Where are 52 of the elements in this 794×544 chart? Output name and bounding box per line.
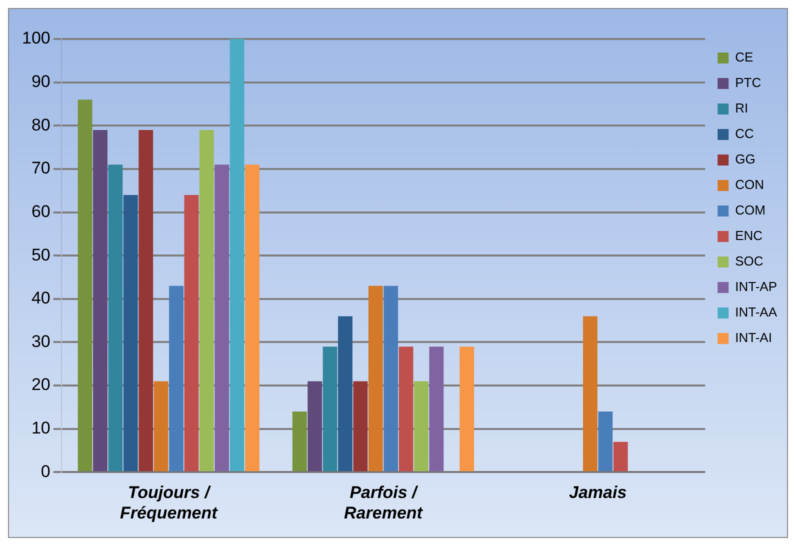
legend-label: INT-AP bbox=[735, 279, 778, 294]
y-tick-label: 50 bbox=[31, 245, 50, 264]
y-tick-label: 100 bbox=[22, 28, 50, 48]
legend-label: CON bbox=[735, 177, 764, 192]
x-tick-label: Jamais bbox=[568, 483, 627, 502]
bar bbox=[598, 412, 613, 472]
bar bbox=[368, 286, 383, 472]
bar bbox=[414, 381, 428, 472]
bar bbox=[613, 442, 628, 472]
bar bbox=[384, 286, 398, 472]
y-tick-label: 0 bbox=[40, 462, 50, 481]
bar bbox=[169, 286, 184, 472]
y-tick-label: 20 bbox=[31, 375, 50, 394]
bar bbox=[582, 316, 598, 472]
legend-label: INT-AA bbox=[735, 304, 778, 320]
bar bbox=[214, 164, 230, 472]
legend-label: INT-AI bbox=[735, 330, 772, 346]
bar bbox=[230, 39, 244, 472]
bar bbox=[322, 346, 338, 472]
bar bbox=[108, 164, 123, 472]
bar bbox=[138, 130, 154, 472]
y-tick-label: 70 bbox=[31, 158, 50, 178]
x-tick-label: Toujours / Fréquement bbox=[120, 483, 219, 522]
bar bbox=[353, 381, 368, 472]
bar bbox=[338, 316, 352, 472]
y-tick-label: 10 bbox=[31, 418, 50, 438]
bar bbox=[429, 346, 444, 472]
legend-label: SOC bbox=[735, 254, 764, 269]
legend-label: ENC bbox=[735, 228, 763, 244]
bar bbox=[93, 130, 108, 472]
y-tick-label: 80 bbox=[31, 115, 50, 134]
y-tick-label: 90 bbox=[31, 72, 50, 92]
bar bbox=[184, 194, 199, 472]
y-tick-label: 40 bbox=[31, 288, 50, 308]
legend-label: CC bbox=[735, 126, 754, 142]
bar bbox=[398, 346, 414, 472]
legend-label: GG bbox=[735, 152, 756, 167]
bar bbox=[460, 346, 474, 472]
bar bbox=[199, 130, 214, 472]
bar bbox=[308, 381, 322, 472]
bar bbox=[154, 381, 168, 472]
bar bbox=[78, 100, 92, 472]
legend-label: COM bbox=[735, 202, 766, 218]
bar bbox=[123, 194, 138, 472]
bar bbox=[245, 164, 260, 472]
legend-label: PTC bbox=[735, 75, 762, 90]
bar bbox=[292, 412, 307, 472]
y-tick-label: 60 bbox=[31, 202, 50, 221]
x-tick-label: Parfois / Rarement bbox=[344, 483, 424, 522]
y-tick-label: 30 bbox=[31, 332, 50, 351]
legend-label: CE bbox=[735, 50, 754, 65]
legend-label: RI bbox=[735, 100, 748, 116]
